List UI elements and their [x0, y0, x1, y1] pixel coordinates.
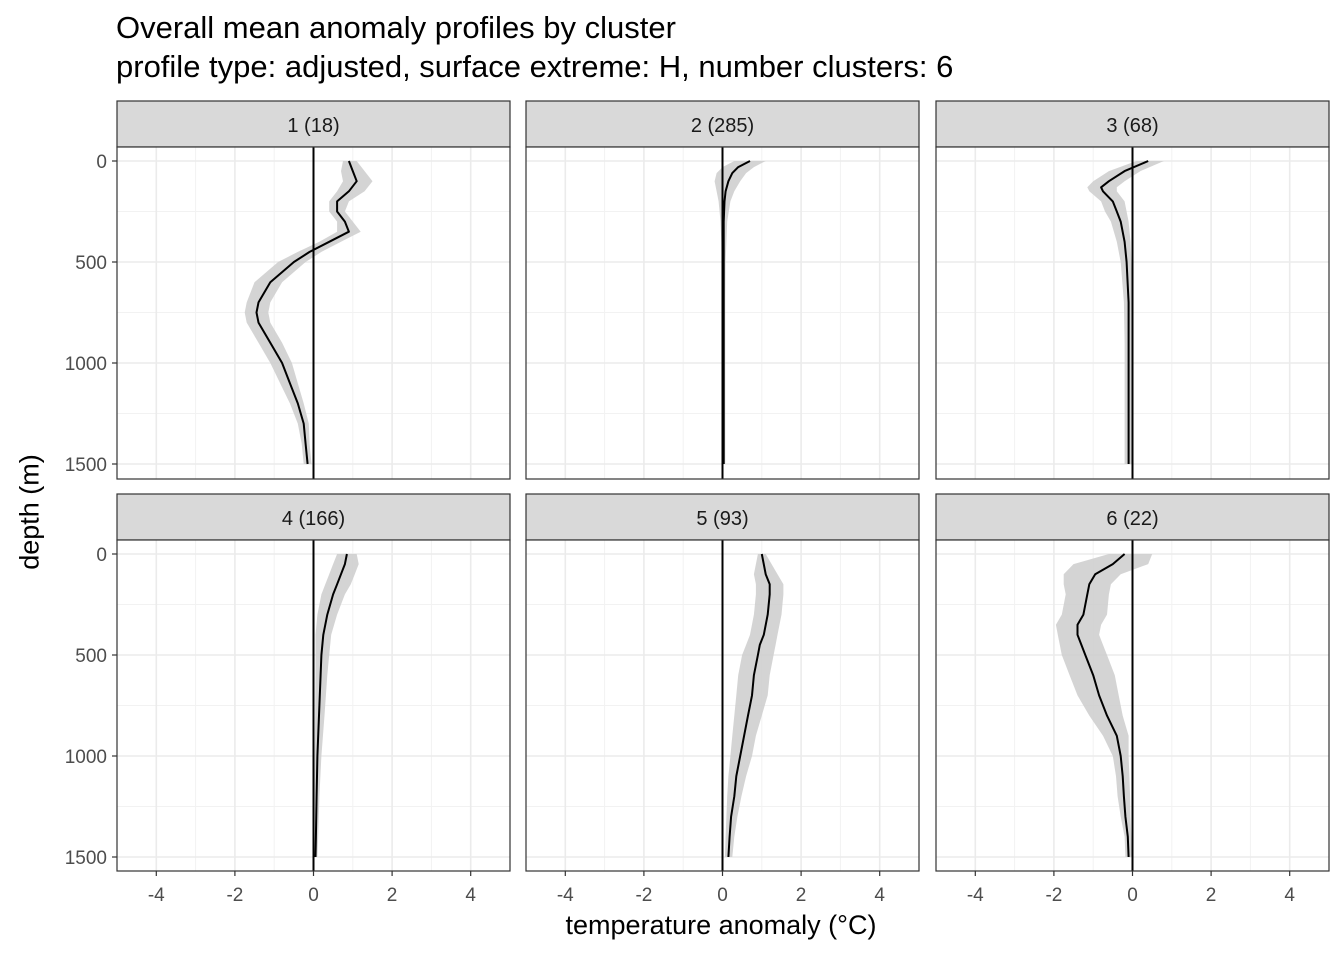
facet-label: 2 (285)	[691, 115, 754, 137]
mean-profile-line	[1076, 553, 1130, 858]
y-tick-label: 500	[75, 646, 107, 667]
x-tick-label: 4	[1284, 885, 1295, 906]
y-tick-label: 0	[96, 545, 107, 566]
confidence-ribbon	[724, 554, 784, 857]
x-tick-label: 2	[1206, 885, 1217, 906]
x-tick-label: 4	[465, 885, 476, 906]
x-tick-label: -2	[226, 885, 243, 906]
facet-strip	[525, 100, 920, 148]
x-tick-label: 2	[387, 885, 398, 906]
x-tick-label: 2	[796, 885, 807, 906]
panel-border	[525, 146, 920, 480]
x-tick-label: -4	[148, 885, 165, 906]
chart-title: Overall mean anomaly profiles by cluster	[116, 10, 676, 45]
facet-label: 1 (18)	[287, 115, 339, 137]
mean-profile-line	[727, 553, 771, 858]
x-tick-label: -4	[557, 885, 574, 906]
y-tick-label: 500	[75, 253, 107, 274]
y-tick-label: 1000	[65, 747, 107, 768]
mean-profile-line	[722, 160, 751, 464]
facet-label: 4 (166)	[282, 508, 345, 530]
x-tick-label: -2	[635, 885, 652, 906]
mean-profile-line	[1100, 160, 1149, 464]
x-tick-label: -2	[1045, 885, 1062, 906]
x-tick-label: -4	[967, 885, 984, 906]
x-axis-label: temperature anomaly (°C)	[565, 910, 877, 940]
y-tick-label: 1500	[65, 848, 107, 869]
y-tick-label: 0	[96, 152, 107, 173]
panel-border	[116, 146, 511, 480]
chart-subtitle: profile type: adjusted, surface extreme:…	[116, 49, 954, 84]
confidence-ribbon	[714, 161, 766, 464]
mean-profile-line	[314, 553, 348, 858]
confidence-ribbon	[1087, 161, 1164, 464]
facet-strip	[116, 493, 511, 541]
mean-profile-line	[255, 160, 358, 465]
y-tick-label: 1000	[65, 354, 107, 375]
y-tick-label: 1500	[65, 455, 107, 476]
y-axis-label: depth (m)	[14, 454, 45, 570]
x-tick-label: 0	[717, 885, 728, 906]
facet-strip	[525, 493, 920, 541]
x-tick-label: 0	[1127, 885, 1138, 906]
panel-border	[935, 146, 1330, 480]
x-tick-label: 0	[308, 885, 319, 906]
x-tick-label: 4	[874, 885, 885, 906]
facet-label: 6 (22)	[1106, 508, 1158, 530]
facet-label: 5 (93)	[696, 508, 748, 530]
facet-label: 3 (68)	[1106, 115, 1158, 137]
